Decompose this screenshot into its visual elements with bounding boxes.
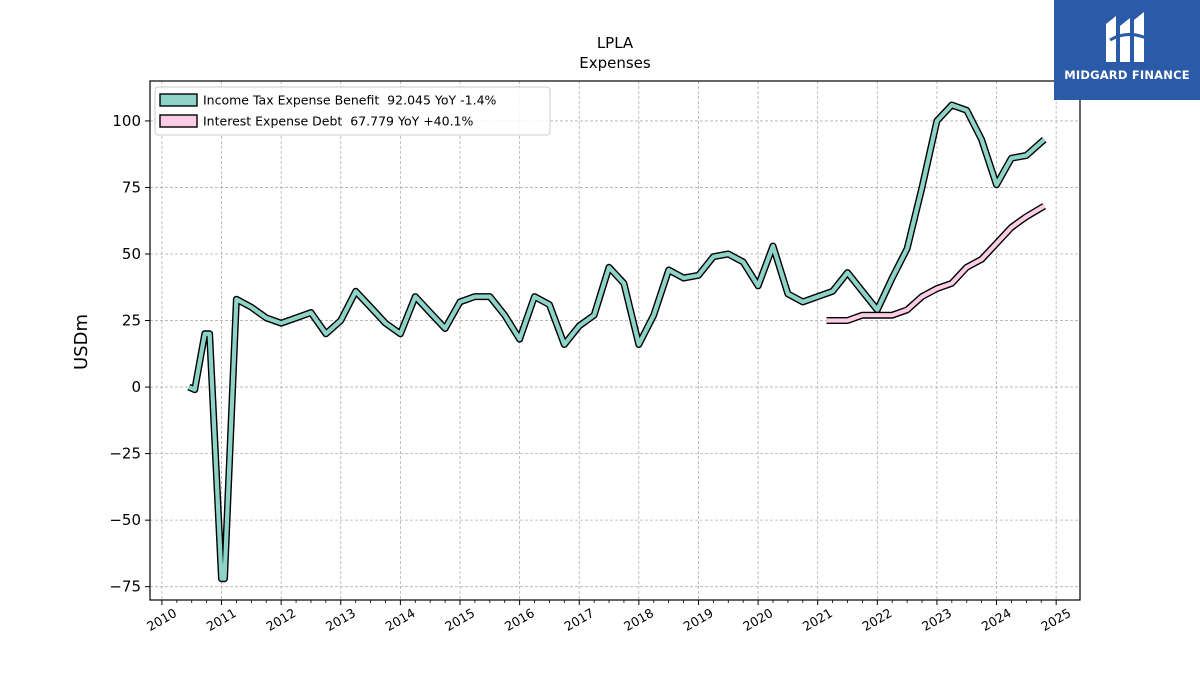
x-tick-label: 2019 xyxy=(681,605,716,634)
x-tick-label: 2020 xyxy=(740,605,775,634)
series-interest-expense xyxy=(826,203,1046,324)
x-tick-label: 2015 xyxy=(442,605,477,634)
x-tick-label: 2021 xyxy=(800,605,835,634)
x-tick-label: 2012 xyxy=(263,605,298,634)
y-tick-label: −50 xyxy=(109,511,141,529)
x-tick-label: 2018 xyxy=(621,605,656,634)
x-tick-label: 2011 xyxy=(204,605,239,634)
x-tick-label: 2017 xyxy=(561,605,596,634)
x-tick-label: 2025 xyxy=(1038,605,1073,634)
y-tick-label: 50 xyxy=(122,245,141,263)
legend-swatch-interest-expense xyxy=(159,114,198,128)
plot-frame xyxy=(149,80,1081,601)
x-tick-label: 2014 xyxy=(383,605,418,634)
brand-logo: MIDGARD FINANCE xyxy=(1054,0,1200,100)
legend-box xyxy=(154,86,551,136)
y-tick-label: 0 xyxy=(131,378,141,396)
chart-title: LPLA xyxy=(597,34,634,52)
legend-entry-income-tax: Income Tax Expense Benefit 92.045 YoY -1… xyxy=(203,93,497,108)
series-lines xyxy=(187,101,1047,583)
brand-name: MIDGARD FINANCE xyxy=(1064,68,1190,82)
grid-lines xyxy=(150,81,1080,600)
y-tick-label: −25 xyxy=(109,445,141,463)
y-axis-label: USDm xyxy=(71,314,92,370)
x-tick-label: 2013 xyxy=(323,605,358,634)
y-tick-label: 100 xyxy=(112,112,141,130)
y-tick-label: 25 xyxy=(122,312,141,330)
series-line xyxy=(187,102,1046,581)
midgard-logo-icon xyxy=(1106,12,1147,62)
series-line-outline xyxy=(187,101,1047,583)
series-income-tax xyxy=(187,101,1047,583)
legend: Income Tax Expense Benefit 92.045 YoY -1… xyxy=(154,86,551,136)
y-tick-label: 75 xyxy=(122,178,141,196)
legend-entry-interest-expense: Interest Expense Debt 67.779 YoY +40.1% xyxy=(203,114,474,129)
x-tick-label: 2022 xyxy=(860,605,895,634)
x-tick-label: 2016 xyxy=(502,605,537,634)
series-line-outline xyxy=(826,203,1046,324)
legend-swatch-income-tax xyxy=(159,93,198,107)
x-tick-label: 2024 xyxy=(979,605,1014,634)
series-line xyxy=(826,204,1046,323)
x-tick-label: 2023 xyxy=(919,605,954,634)
y-tick-label: −75 xyxy=(109,578,141,596)
chart-subtitle: Expenses xyxy=(579,54,651,72)
x-tick-label: 2010 xyxy=(144,605,179,634)
